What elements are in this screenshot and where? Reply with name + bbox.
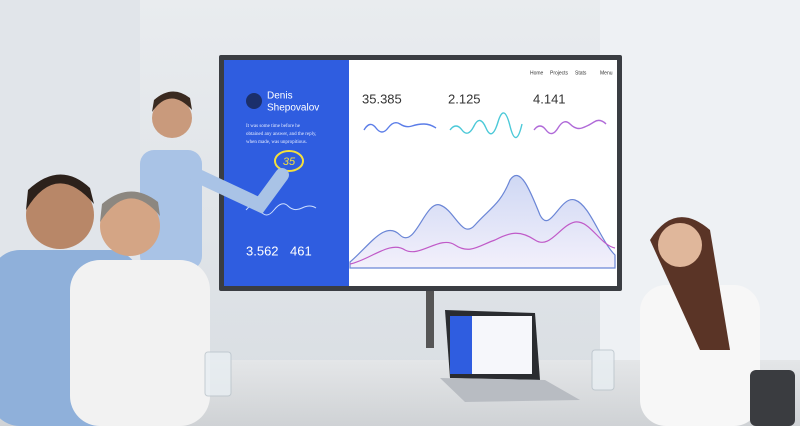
nav-item[interactable]: Home	[530, 70, 544, 76]
annotation: 35	[283, 156, 296, 168]
user-name: Denis	[267, 91, 293, 102]
head	[152, 98, 192, 138]
main-chart-line	[349, 221, 616, 265]
attendee	[70, 191, 210, 426]
head	[658, 223, 702, 267]
nav-item[interactable]: Stats	[575, 70, 587, 76]
glass	[591, 349, 615, 391]
quote-line: It was some time before he	[246, 124, 301, 129]
head	[26, 181, 94, 249]
annotation-circle	[274, 150, 304, 172]
head	[100, 196, 160, 256]
metric: 35.385	[362, 91, 402, 106]
metric-sparkline	[533, 119, 607, 135]
metric: 2.125	[448, 91, 481, 106]
arm	[189, 168, 289, 214]
shirt	[640, 285, 760, 426]
glass	[204, 351, 232, 397]
shirt	[70, 260, 210, 426]
hair	[100, 191, 160, 222]
sidebar-stat: 3.562	[246, 243, 279, 258]
metric: 4.141	[533, 91, 566, 106]
quote-line: when made, was unpropitious.	[246, 140, 307, 145]
main-chart-area	[349, 174, 616, 269]
attendee	[640, 217, 795, 426]
stand	[426, 288, 434, 348]
avatar	[246, 93, 262, 109]
metric-sparkline	[363, 121, 437, 133]
nav-item[interactable]: Projects	[550, 70, 569, 76]
laptop-sidebar	[450, 316, 472, 374]
metric-sparkline	[449, 112, 523, 139]
hair	[152, 91, 192, 112]
nav-item[interactable]: Menu	[600, 70, 613, 76]
hair	[26, 174, 94, 210]
sidebar-stat: 461	[290, 243, 312, 258]
user-name: Shepovalov	[267, 103, 319, 114]
chair	[750, 370, 795, 426]
quote-line: obtained any answer, and the reply,	[246, 132, 316, 137]
laptop-base	[440, 378, 580, 402]
